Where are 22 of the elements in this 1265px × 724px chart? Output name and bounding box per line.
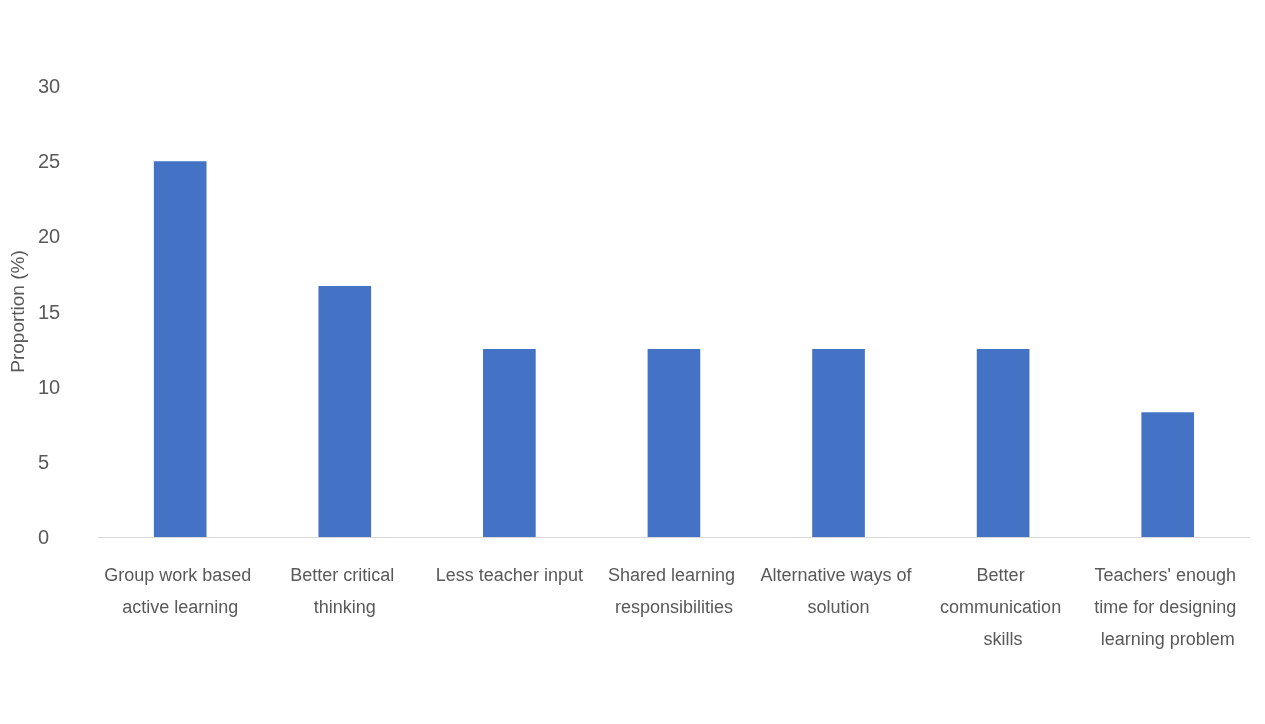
y-tick-label: 5 <box>37 450 50 473</box>
y-tick-label: 30 <box>37 75 61 97</box>
y-tick-label: 25 <box>37 150 61 173</box>
bar <box>976 349 1030 537</box>
y-axis-title: Proportion (%) <box>7 250 28 373</box>
bar <box>812 349 865 537</box>
x-tick-label: Less teacher input <box>435 565 583 585</box>
bar <box>483 349 536 537</box>
x-tick-label: Shared learning responsibilities <box>607 565 740 617</box>
x-tick-label: Alternative ways of solution <box>760 565 917 617</box>
y-tick-label: 20 <box>37 225 61 248</box>
x-tick-label: Teachers' enough time for designing learning problem <box>1094 565 1242 649</box>
bar <box>153 161 207 537</box>
bar <box>1141 412 1195 537</box>
y-tick-label: 10 <box>37 375 61 398</box>
x-tick-label: Group work based active learning <box>104 565 257 617</box>
bar <box>647 349 701 537</box>
y-tick-label: 0 <box>37 526 50 548</box>
x-tick-label: Better communication skills <box>940 565 1067 649</box>
bar <box>318 285 372 537</box>
x-tick-label: Better critical thinking <box>290 565 400 617</box>
y-tick-label: 15 <box>37 300 61 323</box>
